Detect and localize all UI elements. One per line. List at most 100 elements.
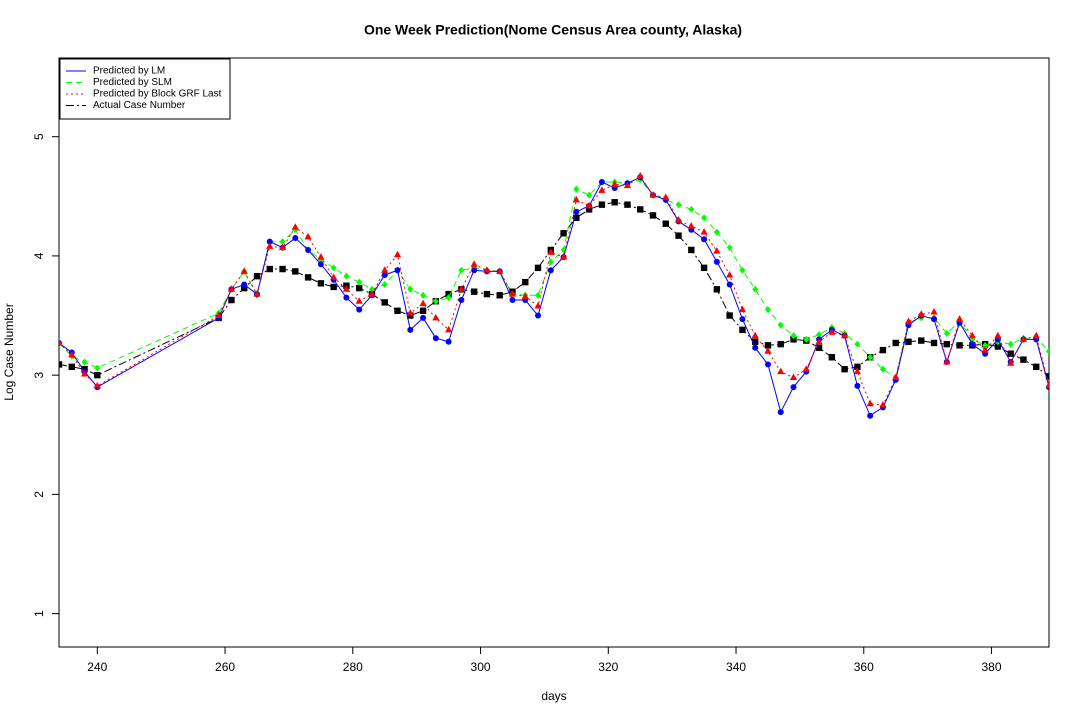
point bbox=[381, 281, 388, 289]
point bbox=[253, 290, 261, 297]
point bbox=[1033, 363, 1040, 371]
point bbox=[393, 250, 402, 258]
point bbox=[547, 267, 554, 274]
point bbox=[432, 335, 439, 342]
point bbox=[534, 264, 542, 272]
point bbox=[662, 220, 669, 227]
point bbox=[943, 329, 950, 337]
y-tick-label: 1 bbox=[32, 610, 46, 617]
point bbox=[662, 193, 670, 200]
point bbox=[304, 232, 312, 240]
plot-frame bbox=[58, 57, 1050, 648]
series bbox=[59, 174, 1049, 419]
point bbox=[752, 344, 759, 351]
point bbox=[496, 267, 504, 274]
point bbox=[215, 311, 223, 319]
point bbox=[394, 307, 401, 314]
series-line bbox=[59, 175, 1049, 406]
point bbox=[790, 332, 797, 340]
point bbox=[266, 242, 274, 249]
point bbox=[764, 342, 772, 349]
point bbox=[687, 222, 695, 229]
point bbox=[559, 253, 568, 260]
x-axis-label: days bbox=[541, 689, 566, 703]
point bbox=[982, 341, 989, 349]
point bbox=[841, 365, 848, 373]
point bbox=[789, 373, 798, 381]
point bbox=[81, 358, 88, 366]
point bbox=[535, 291, 542, 299]
x-tick-label: 320 bbox=[598, 660, 618, 674]
point bbox=[969, 341, 976, 348]
y-tick-label: 5 bbox=[32, 133, 46, 140]
legend-label: Predicted by SLM bbox=[93, 77, 172, 88]
point bbox=[470, 288, 478, 295]
point bbox=[674, 216, 683, 223]
point bbox=[483, 290, 491, 298]
point bbox=[918, 337, 925, 344]
point bbox=[739, 266, 746, 274]
point bbox=[764, 361, 771, 368]
point bbox=[572, 195, 580, 203]
point bbox=[407, 285, 414, 293]
point bbox=[508, 290, 517, 297]
point bbox=[968, 331, 976, 339]
point bbox=[815, 337, 823, 345]
point bbox=[342, 285, 351, 292]
point bbox=[381, 266, 389, 273]
point bbox=[266, 265, 273, 273]
point bbox=[816, 331, 823, 339]
point bbox=[598, 186, 606, 193]
point bbox=[688, 205, 695, 213]
point bbox=[701, 236, 708, 243]
point bbox=[917, 310, 925, 317]
series bbox=[59, 172, 1049, 408]
point bbox=[636, 172, 644, 179]
point bbox=[68, 363, 75, 371]
series-line bbox=[59, 176, 1049, 417]
legend-label: Actual Case Number bbox=[93, 100, 186, 111]
point bbox=[867, 412, 874, 419]
point bbox=[330, 283, 337, 291]
point bbox=[445, 338, 452, 345]
point bbox=[867, 353, 874, 361]
point bbox=[777, 321, 784, 329]
point bbox=[739, 326, 746, 334]
point bbox=[752, 285, 759, 293]
point bbox=[317, 261, 324, 268]
point bbox=[726, 271, 734, 278]
point bbox=[879, 365, 886, 373]
point bbox=[445, 325, 453, 333]
point bbox=[623, 181, 632, 189]
point bbox=[700, 264, 708, 272]
point bbox=[713, 258, 720, 265]
point bbox=[930, 307, 938, 315]
point bbox=[521, 292, 529, 299]
point bbox=[943, 340, 951, 348]
point bbox=[701, 214, 708, 222]
point bbox=[586, 191, 593, 199]
point bbox=[407, 326, 414, 333]
point bbox=[751, 338, 759, 345]
legend-label: Predicted by Block GRF Last bbox=[93, 89, 222, 100]
point bbox=[522, 278, 529, 286]
chart-title: One Week Prediction(Nome Census Area cou… bbox=[364, 22, 742, 38]
point bbox=[483, 266, 491, 273]
point bbox=[547, 248, 555, 255]
point bbox=[68, 350, 76, 358]
point bbox=[356, 306, 363, 313]
point bbox=[866, 399, 874, 407]
point bbox=[80, 369, 89, 377]
point bbox=[305, 246, 312, 253]
point bbox=[879, 400, 887, 408]
point bbox=[419, 299, 427, 307]
point bbox=[1046, 347, 1049, 355]
point bbox=[1007, 340, 1014, 348]
point bbox=[445, 294, 452, 302]
point bbox=[317, 253, 325, 260]
point bbox=[764, 347, 772, 354]
point bbox=[445, 290, 452, 298]
point bbox=[278, 243, 287, 251]
point bbox=[368, 285, 375, 293]
point bbox=[93, 381, 101, 389]
